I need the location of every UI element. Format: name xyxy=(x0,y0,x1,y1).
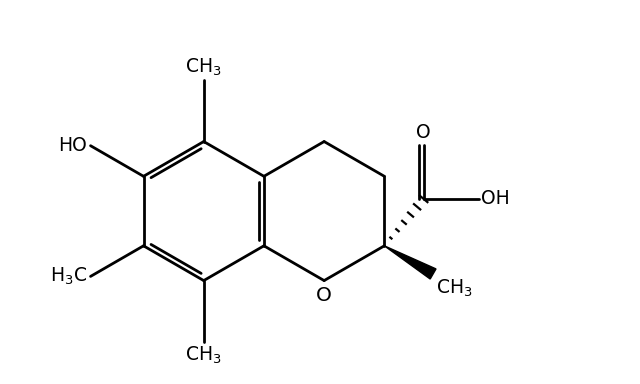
Text: O: O xyxy=(417,122,431,142)
Text: O: O xyxy=(316,286,332,305)
Text: CH$_3$: CH$_3$ xyxy=(436,278,472,299)
Text: OH: OH xyxy=(481,189,510,209)
Text: H$_3$C: H$_3$C xyxy=(50,266,87,287)
Text: CH$_3$: CH$_3$ xyxy=(186,56,222,78)
Text: HO: HO xyxy=(58,136,87,155)
Polygon shape xyxy=(385,246,436,279)
Text: CH$_3$: CH$_3$ xyxy=(186,344,222,366)
